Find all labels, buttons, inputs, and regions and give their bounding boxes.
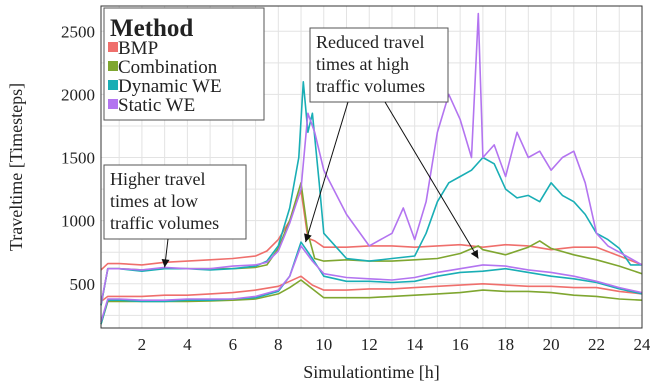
plot-frame (100, 5, 643, 329)
annotation-text: traffic volumes (316, 76, 425, 96)
annotation-text: Higher travel (110, 169, 205, 189)
x-tick-label: 6 (229, 335, 238, 354)
legend-entry: Dynamic WE (118, 76, 222, 97)
series-line-static-we-lower (100, 245, 643, 322)
annotation-box (103, 164, 247, 240)
series-lines (100, 12, 643, 325)
annotation-arrowhead (161, 258, 170, 268)
x-tick-label: 8 (274, 335, 283, 354)
x-tick-label: 2 (138, 335, 147, 354)
legend-entry: BMP (118, 38, 158, 59)
x-tick-label: 20 (543, 335, 560, 354)
y-tick-labels: 500 1000 1500 2000 2500 (61, 22, 95, 294)
annotation-text: traffic volumes (110, 213, 219, 233)
legend-swatch (108, 80, 118, 90)
legend-swatch (108, 42, 118, 52)
annotation-box (309, 27, 449, 103)
annotation-text: times at high (316, 54, 409, 74)
x-axis-label: Simulationtime [h] (303, 362, 440, 382)
plot-border (100, 5, 643, 329)
y-tick-label: 1000 (61, 212, 95, 231)
legend-entry: Combination (118, 57, 218, 78)
x-tick-label: 18 (497, 335, 514, 354)
y-tick-label: 500 (70, 275, 96, 294)
series-line-dynamic-we-lower (100, 241, 643, 325)
x-tick-label: 24 (634, 335, 650, 354)
series-line-bmp-upper (100, 189, 643, 271)
y-tick-label: 2000 (61, 85, 95, 104)
legend-title: Method (110, 15, 193, 42)
annotation-arrow (305, 101, 349, 243)
x-tick-label: 22 (588, 335, 605, 354)
x-tick-label: 12 (361, 335, 378, 354)
series-line-bmp-lower (100, 275, 643, 303)
annotation-arrow (384, 101, 479, 259)
series-line-dynamic-we-upper (100, 81, 642, 306)
y-tick-label: 1500 (61, 149, 95, 168)
legend-swatch (108, 99, 118, 109)
x-tick-label: 4 (183, 335, 192, 354)
annotation-arrowhead (304, 233, 312, 243)
y-axis-label: Traveltime [Timesteps] (6, 83, 26, 251)
x-tick-label: 10 (315, 335, 332, 354)
series-line-static-we-upper (100, 12, 643, 305)
y-tick-label: 2500 (61, 22, 95, 41)
annotation-text: Reduced travel (316, 32, 424, 52)
x-tick-labels: 2 4 6 8 10 12 14 16 18 20 22 24 (138, 335, 650, 354)
x-tick-label: 16 (452, 335, 469, 354)
annotation-arrowhead (470, 249, 479, 259)
annotation-text: times at low (110, 191, 198, 211)
legend-entry: Static WE (118, 95, 195, 116)
x-tick-label: 14 (406, 335, 424, 354)
legend-box (103, 7, 265, 121)
legend-swatch (108, 61, 118, 71)
